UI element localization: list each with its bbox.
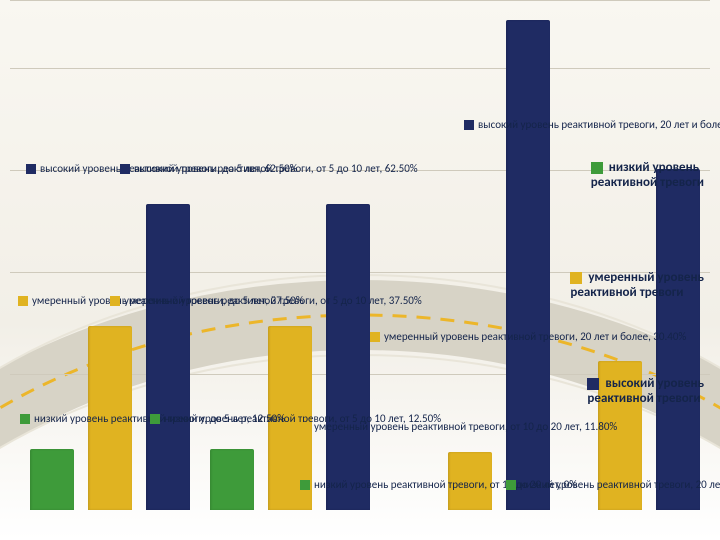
- bar-high: [146, 204, 190, 510]
- legend-item: высокий уровень реактивной тревоги: [587, 376, 704, 406]
- gridline: [10, 0, 710, 1]
- data-label: умеренный уровень реактивной тревоги, 20…: [370, 330, 686, 343]
- data-label: умеренный уровень реактивной тревоги, от…: [110, 294, 422, 307]
- data-label: высокий уровень реактивной тревоги, 20 л…: [464, 118, 720, 131]
- bar-low: [210, 449, 254, 510]
- data-label: низкий уровень реактивной тревоги, 20 ле…: [506, 478, 720, 491]
- bar-high: [506, 20, 550, 510]
- bar-low: [30, 449, 74, 510]
- legend-item: умеренный уровень реактивной тревоги: [570, 270, 704, 300]
- data-label: высокий уровень реактивной тревоги, от 5…: [120, 162, 418, 175]
- bar-high: [326, 204, 370, 510]
- anxiety-bar-chart: высокий уровень реактивной тревоги, до 5…: [0, 0, 720, 540]
- data-label: умеренный уровень реактивной тревоги, от…: [300, 420, 617, 433]
- bars-area: [0, 20, 720, 510]
- legend-item: низкий уровень реактивной тревоги: [591, 160, 704, 190]
